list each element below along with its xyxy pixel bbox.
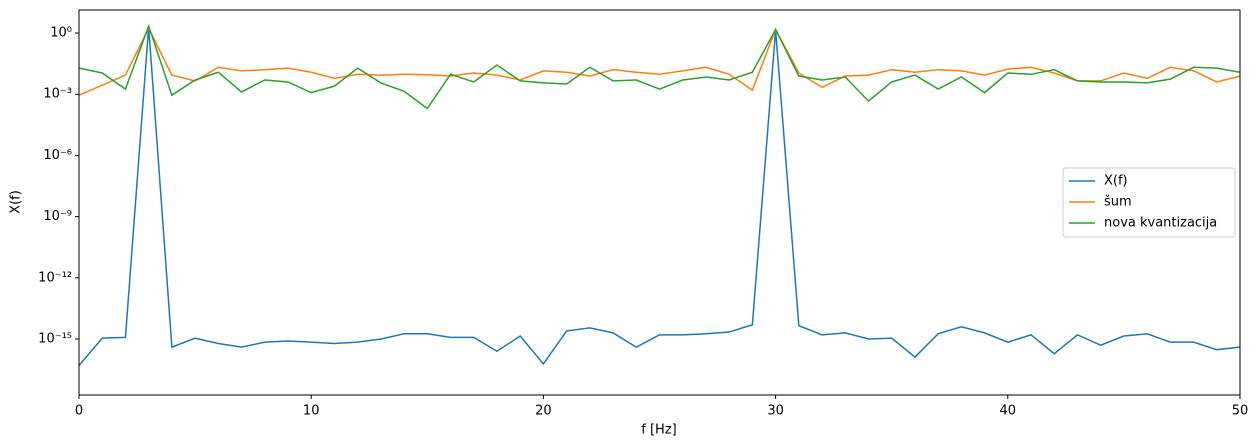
x-tick-label: 30 (767, 404, 784, 419)
y-tick-label: 10⁻¹⁵ (38, 332, 72, 347)
series-line (79, 26, 1240, 367)
x-tick-label: 50 (1232, 404, 1249, 419)
series-line (79, 23, 1240, 110)
x-tick-label: 10 (303, 404, 320, 419)
legend-label: šum (1104, 195, 1132, 210)
x-axis-label: f [Hz] (641, 423, 676, 438)
legend-label: X(f) (1104, 174, 1128, 189)
x-tick-label: 20 (535, 404, 552, 419)
y-tick-label: 10⁻⁶ (43, 148, 72, 163)
x-tick-label: 40 (1000, 404, 1017, 419)
y-tick-label: 10⁰ (50, 26, 72, 41)
y-axis-label: X(f) (9, 190, 24, 214)
x-tick-label: 0 (75, 404, 83, 419)
legend-box (1062, 167, 1236, 238)
legend-label: nova kvantizacija (1104, 216, 1217, 231)
plot-frame (78, 9, 1241, 396)
y-tick-label: 10⁻¹² (38, 270, 72, 285)
y-tick-label: 10⁻³ (43, 87, 72, 102)
y-tick-label: 10⁻⁹ (43, 209, 72, 224)
